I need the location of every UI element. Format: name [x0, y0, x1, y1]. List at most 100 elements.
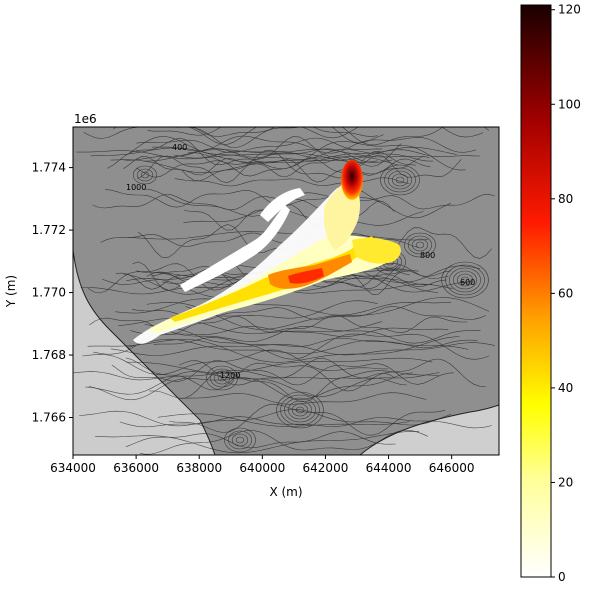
- contour-line: [168, 127, 490, 148]
- x-tick-label: 642000: [303, 461, 349, 475]
- contour-line: [147, 127, 484, 139]
- colorbar: 0 20 40 60 80 100 120: [520, 3, 581, 584]
- contour-ring: [441, 261, 489, 299]
- colorbar-gradient: [520, 4, 552, 578]
- contour-label: 1200: [220, 371, 240, 380]
- contour-ring: [384, 167, 416, 193]
- contour-ring: [456, 273, 474, 287]
- contour-ring: [287, 400, 312, 420]
- contour-ring: [404, 232, 436, 258]
- contour-line: [130, 326, 449, 337]
- x-tick-label: 634000: [50, 461, 96, 475]
- x-tick-label: 636000: [113, 461, 159, 475]
- contour-lines: [73, 127, 495, 455]
- contour-ring: [231, 433, 249, 447]
- contour-ring: [452, 270, 477, 290]
- y-axis-label: Y (m): [4, 275, 18, 308]
- contour-line: [111, 360, 454, 386]
- contour-line: [118, 317, 383, 334]
- contour-line: [83, 127, 378, 139]
- contour-line: [178, 357, 407, 386]
- contour-ring: [136, 168, 154, 182]
- x-tick-label: 638000: [176, 461, 222, 475]
- contour-line: [136, 157, 431, 178]
- colorbar-tick-label: 120: [558, 3, 581, 17]
- y-tick-label: 1.768: [32, 348, 66, 362]
- contour-ring: [387, 170, 412, 190]
- heatmap-plot: 400 800 1000 600 1200: [73, 127, 499, 455]
- contour-line: [79, 409, 452, 427]
- flow-white-branch: [260, 188, 305, 222]
- contour-ring: [391, 173, 409, 187]
- contour-line: [85, 371, 440, 398]
- contour-line: [127, 231, 428, 241]
- y-offset-label: 1e6: [74, 112, 97, 126]
- contour-ring: [445, 264, 485, 296]
- contour-line: [153, 337, 478, 349]
- colorbar-ticks: 0 20 40 60 80 100 120: [551, 3, 581, 584]
- x-tick-label: 646000: [429, 461, 475, 475]
- contour-line: [126, 357, 433, 374]
- contour-line: [185, 300, 378, 319]
- colorbar-tick-label: 20: [558, 475, 573, 489]
- terrain-lowland: [73, 249, 216, 455]
- contour-line: [129, 136, 466, 171]
- contour-line: [157, 413, 410, 427]
- flow-white-branch: [180, 205, 290, 292]
- contour-ring: [449, 267, 481, 293]
- contour-line: [143, 149, 378, 163]
- contour-ring: [206, 365, 238, 391]
- contour-line: [113, 127, 384, 145]
- contour-line: [184, 200, 395, 231]
- contour-ring: [133, 165, 158, 185]
- contour-line: [139, 430, 428, 455]
- contour-label: 400: [172, 143, 187, 152]
- contour-label: 600: [460, 278, 475, 287]
- contour-line: [73, 369, 440, 381]
- contour-line: [88, 372, 413, 401]
- contour-line: [149, 370, 396, 403]
- contour-ring: [284, 397, 316, 423]
- contour-line: [121, 148, 434, 162]
- contour-label: 1000: [126, 183, 146, 192]
- contour-ring: [415, 241, 425, 249]
- contour-line: [188, 148, 393, 165]
- y-tick-label: 1.766: [32, 411, 66, 425]
- contour-line: [136, 137, 383, 153]
- contour-ring: [411, 238, 429, 252]
- contour-line: [174, 177, 409, 187]
- contour-ring: [213, 371, 231, 385]
- contour-line: [95, 431, 420, 454]
- contour-line: [76, 148, 425, 160]
- contour-ring: [235, 436, 245, 444]
- contour-ring: [295, 406, 305, 414]
- flow-side-branch: [352, 237, 401, 264]
- contour-ring: [210, 368, 235, 388]
- contour-line: [115, 298, 452, 316]
- contour-ring: [224, 427, 256, 453]
- contour-line: [110, 156, 399, 173]
- contour-line: [125, 357, 486, 392]
- contour-ring: [228, 430, 253, 450]
- contour-ring: [380, 164, 420, 196]
- contour-ring: [291, 403, 309, 417]
- flow-red-core: [288, 268, 324, 284]
- contour-line: [183, 208, 424, 226]
- flow-vent: [341, 160, 363, 200]
- x-axis: 634000 636000 638000 640000 642000 644000 6460…: [50, 455, 475, 475]
- contour-line: [87, 336, 460, 363]
- colorbar-tick-label: 80: [558, 192, 573, 206]
- colorbar-tick-label: 60: [558, 286, 573, 300]
- contour-line: [126, 338, 469, 355]
- contour-ring: [407, 235, 432, 255]
- contour-line: [137, 154, 462, 184]
- terrain-lowland-right: [359, 404, 499, 455]
- y-tick-label: 1.774: [32, 161, 66, 175]
- contour-ring: [280, 394, 320, 426]
- contour-line: [110, 342, 495, 356]
- contour-ring: [217, 374, 227, 382]
- contour-line: [90, 146, 457, 163]
- colorbar-tick-label: 100: [558, 97, 581, 111]
- flow-field: [133, 160, 401, 344]
